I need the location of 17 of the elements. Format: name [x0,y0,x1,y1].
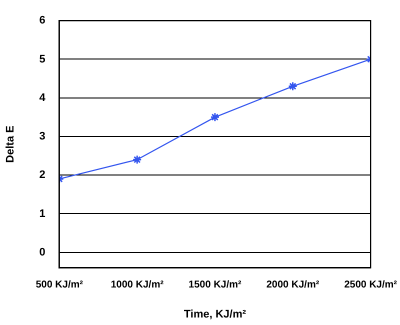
y-axis-title: Delta E [4,126,17,163]
point [288,82,298,92]
x-tick-label: 500 KJ/m² [36,280,84,291]
y-tick-label: 0 [39,246,46,258]
x-tick-label: 2500 KJ/m² [344,280,398,291]
y-tick-label: 6 [39,14,46,27]
y-tick-label: 4 [39,92,46,104]
point [132,154,142,164]
y-tick-label: 3 [39,130,46,143]
x-tick-label: 2000 KJ/m² [266,280,320,291]
point [210,112,220,122]
x-tick-label: 1500 KJ/m² [188,280,242,291]
y-tick-label: 1 [39,208,46,220]
y-tick-label: 5 [39,53,46,66]
y-tick-label: 2 [39,169,46,182]
x-axis-title: Time, KJ/m² [184,308,246,320]
x-tick-label: 1000 KJ/m² [110,280,164,291]
